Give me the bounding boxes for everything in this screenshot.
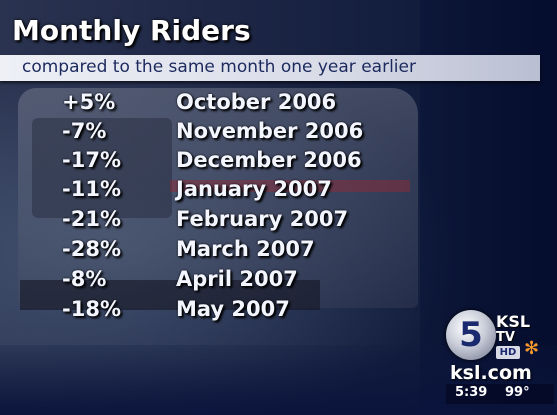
change-percent: -17% [62, 148, 121, 172]
list-item: -18% May 2007 [0, 297, 420, 327]
change-percent: +5% [62, 90, 116, 114]
peacock-icon: ✻ [524, 338, 540, 359]
month-label: March 2007 [176, 237, 315, 261]
change-percent: -21% [62, 207, 121, 231]
tv-label: TV [496, 330, 515, 345]
month-label: February 2007 [176, 207, 349, 231]
change-percent: -18% [62, 297, 121, 321]
subtitle-bar [0, 55, 540, 81]
list-item: +5% October 2006 [0, 90, 420, 120]
hd-badge: HD [496, 346, 520, 359]
month-label: October 2006 [176, 90, 337, 114]
graphic-title: Monthly Riders [12, 14, 251, 47]
month-label: May 2007 [176, 297, 290, 321]
list-item: -7% November 2006 [0, 119, 420, 149]
train-stripe-shape [170, 180, 410, 192]
train-window-shape [32, 118, 172, 218]
change-percent: -7% [62, 119, 107, 143]
graphic-subtitle: compared to the same month one year earl… [22, 57, 416, 77]
time-temp-bar [446, 384, 554, 404]
list-item: -21% February 2007 [0, 207, 420, 237]
train-undercarriage-shape [20, 280, 320, 310]
list-item: -17% December 2006 [0, 148, 420, 178]
list-item: -8% April 2007 [0, 267, 420, 297]
list-item: -28% March 2007 [0, 237, 420, 267]
month-label: November 2006 [176, 119, 364, 143]
change-percent: -28% [62, 237, 121, 261]
list-item: -11% January 2007 [0, 177, 420, 207]
call-letters: KSL [496, 312, 531, 331]
change-percent: -11% [62, 177, 121, 201]
temperature: 99° [505, 385, 530, 400]
month-label: January 2007 [176, 177, 332, 201]
clock-time: 5:39 [455, 385, 488, 400]
station-logo: 5 KSL TV HD ✻ [446, 310, 554, 372]
train-photo-backdrop [18, 88, 418, 308]
month-label: December 2006 [176, 148, 362, 172]
month-label: April 2007 [176, 267, 298, 291]
channel-5-icon: 5 [446, 310, 496, 360]
website-label: ksl.com [450, 362, 532, 384]
change-percent: -8% [62, 267, 107, 291]
